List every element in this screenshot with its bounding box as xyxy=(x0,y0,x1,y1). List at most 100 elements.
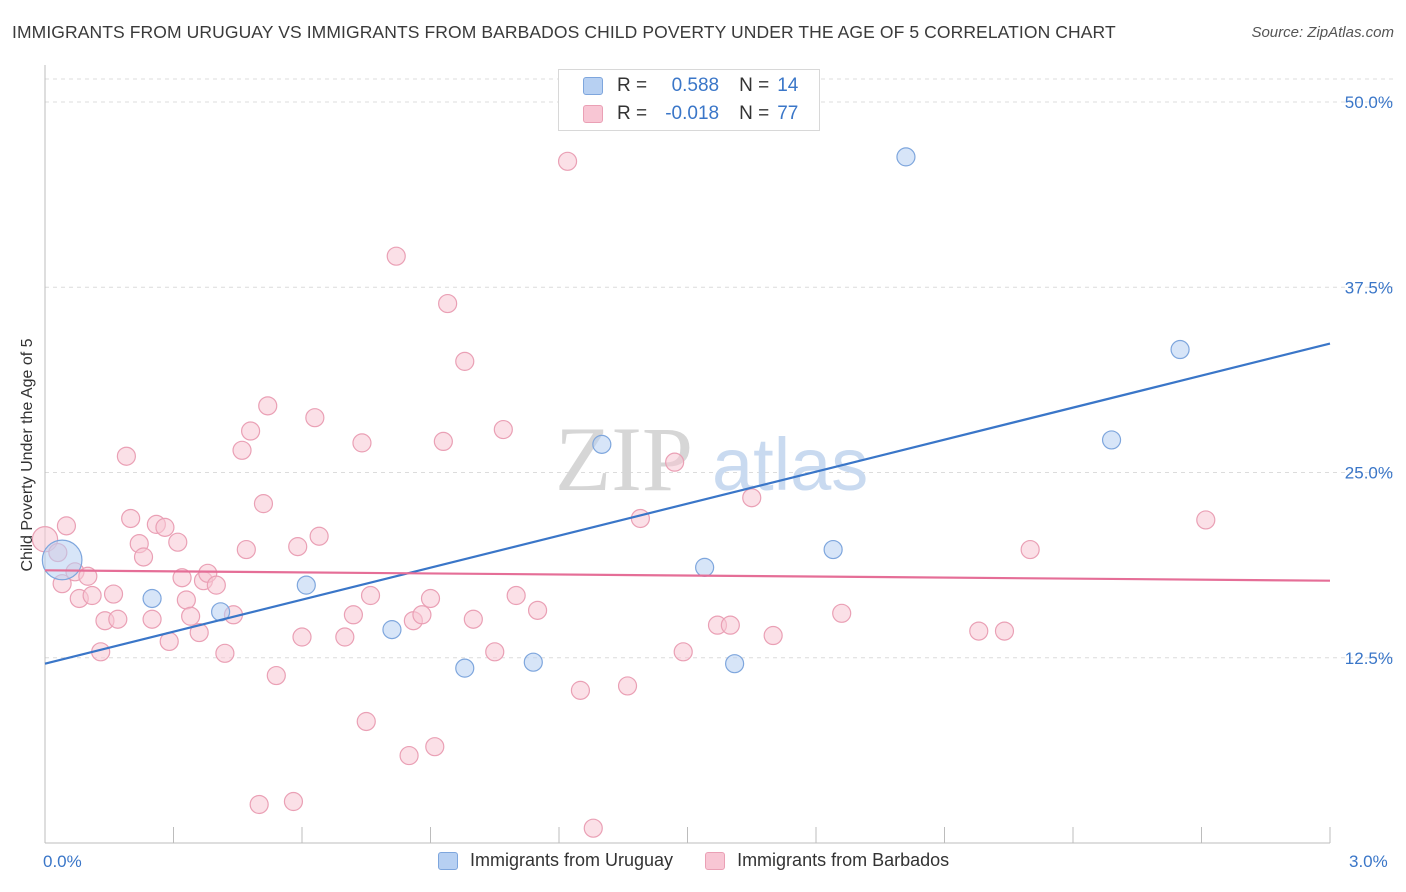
series-swatch-uruguay xyxy=(438,851,458,870)
point-barbados-50 xyxy=(412,605,432,625)
point-barbados-11 xyxy=(108,609,128,629)
legend-r-value-uruguay: 0.588 xyxy=(671,75,720,96)
point-barbados-72 xyxy=(832,603,852,623)
y-tick-label-3: 50.0% xyxy=(1345,93,1393,112)
series-legend-item-barbados[interactable]: Immigrants from Barbados xyxy=(705,850,949,871)
point-uruguay-1 xyxy=(142,588,162,609)
legend-n-value-uruguay: 14 xyxy=(777,75,799,96)
point-barbados-20 xyxy=(168,532,188,552)
point-barbados-39 xyxy=(292,627,312,647)
point-barbados-64 xyxy=(617,676,638,696)
axes xyxy=(44,65,1331,844)
point-barbados-15 xyxy=(133,547,154,567)
point-barbados-22 xyxy=(176,590,196,610)
point-barbados-69 xyxy=(720,615,740,635)
point-barbados-47 xyxy=(386,246,406,266)
point-uruguay-5 xyxy=(455,658,475,678)
x-tick-label-min: 0.0% xyxy=(43,852,82,871)
point-barbados-35 xyxy=(258,396,278,416)
point-barbados-59 xyxy=(506,585,526,606)
point-barbados-51 xyxy=(420,588,441,609)
legend-n-label: N = xyxy=(739,75,770,96)
legend-r-value-barbados: -0.018 xyxy=(665,103,720,124)
point-barbados-73 xyxy=(969,621,989,641)
point-barbados-62 xyxy=(570,680,591,700)
legend-r-label: R = xyxy=(617,75,648,96)
legend-row-barbados: R = -0.018 N = 77 xyxy=(583,101,798,127)
legend-swatch-barbados xyxy=(583,105,603,123)
point-barbados-3 xyxy=(56,516,77,536)
point-barbados-60 xyxy=(527,600,548,620)
point-barbados-21 xyxy=(172,568,192,588)
point-barbados-10 xyxy=(103,584,124,604)
y-tick-label-1: 25.0% xyxy=(1345,464,1393,483)
point-barbados-61 xyxy=(557,151,578,171)
point-uruguay-7 xyxy=(592,434,612,454)
point-barbados-40 xyxy=(305,408,325,428)
point-barbados-34 xyxy=(253,494,274,514)
point-uruguay-9 xyxy=(725,654,745,674)
point-barbados-67 xyxy=(673,642,693,662)
point-barbados-23 xyxy=(181,606,201,626)
y-tick-label-2: 37.5% xyxy=(1345,278,1393,297)
point-barbados-70 xyxy=(742,488,762,508)
point-barbados-37 xyxy=(283,791,304,812)
point-barbados-31 xyxy=(236,539,256,560)
y-tick-label-0: 12.5% xyxy=(1345,649,1393,668)
point-barbados-56 xyxy=(463,609,483,629)
point-uruguay-6 xyxy=(523,652,543,672)
point-barbados-16 xyxy=(142,609,162,629)
point-uruguay-4 xyxy=(382,620,402,640)
point-barbados-48 xyxy=(399,745,419,766)
trend-line-barbados xyxy=(44,569,1331,582)
point-barbados-13 xyxy=(121,508,141,529)
point-barbados-33 xyxy=(249,794,269,815)
point-uruguay-10 xyxy=(823,539,843,560)
series-name-barbados: Immigrants from Barbados xyxy=(737,850,950,870)
legend-swatch-uruguay xyxy=(583,77,603,95)
point-barbados-63 xyxy=(583,818,603,838)
point-barbados-65 xyxy=(630,508,650,529)
point-barbados-55 xyxy=(455,351,475,371)
x-tick-label-max: 3.0% xyxy=(1349,852,1388,871)
point-barbados-24 xyxy=(189,622,209,643)
point-barbados-41 xyxy=(309,526,329,546)
point-barbados-12 xyxy=(116,446,136,466)
point-barbados-46 xyxy=(360,585,381,606)
point-uruguay-0 xyxy=(41,539,83,581)
point-barbados-53 xyxy=(433,431,453,452)
y-axis-label: Child Poverty Under the Age of 5 xyxy=(19,338,36,572)
point-barbados-57 xyxy=(485,642,505,662)
source-note: Source: ZipAtlas.com xyxy=(1251,24,1394,41)
watermark: ZIP atlas xyxy=(555,408,868,510)
legend-n-label: N = xyxy=(739,103,770,124)
point-barbados-75 xyxy=(1020,539,1040,560)
point-barbados-42 xyxy=(335,627,355,647)
point-uruguay-13 xyxy=(1170,339,1190,360)
series-swatch-barbados xyxy=(705,851,726,870)
stats-legend: R = 0.588 N = 14 R = -0.018 N = 77 xyxy=(558,69,820,131)
point-uruguay-11 xyxy=(896,147,916,167)
series-legend: Immigrants from Uruguay Immigrants from … xyxy=(438,850,981,871)
point-barbados-38 xyxy=(288,537,308,557)
point-barbados-45 xyxy=(356,711,376,732)
point-barbados-54 xyxy=(438,293,458,314)
point-uruguay-3 xyxy=(296,575,316,595)
point-barbados-71 xyxy=(763,625,783,646)
point-barbados-28 xyxy=(215,643,235,663)
trend-line-uruguay xyxy=(44,342,1331,665)
trend-lines xyxy=(44,342,1331,665)
point-barbados-74 xyxy=(994,621,1015,641)
legend-row-uruguay: R = 0.588 N = 14 xyxy=(583,73,798,99)
y-tick-labels: 12.5% 25.0% 37.5% 50.0% xyxy=(1345,93,1393,668)
point-barbados-66 xyxy=(665,452,685,472)
point-barbados-52 xyxy=(425,737,445,757)
point-barbados-36 xyxy=(266,665,286,686)
chart-title: IMMIGRANTS FROM URUGUAY VS IMMIGRANTS FR… xyxy=(12,22,1116,42)
point-barbados-30 xyxy=(232,440,252,460)
series-legend-item-uruguay[interactable]: Immigrants from Uruguay xyxy=(438,850,673,871)
point-uruguay-12 xyxy=(1101,430,1122,450)
data-points xyxy=(31,147,1216,838)
point-barbados-18 xyxy=(155,517,175,537)
